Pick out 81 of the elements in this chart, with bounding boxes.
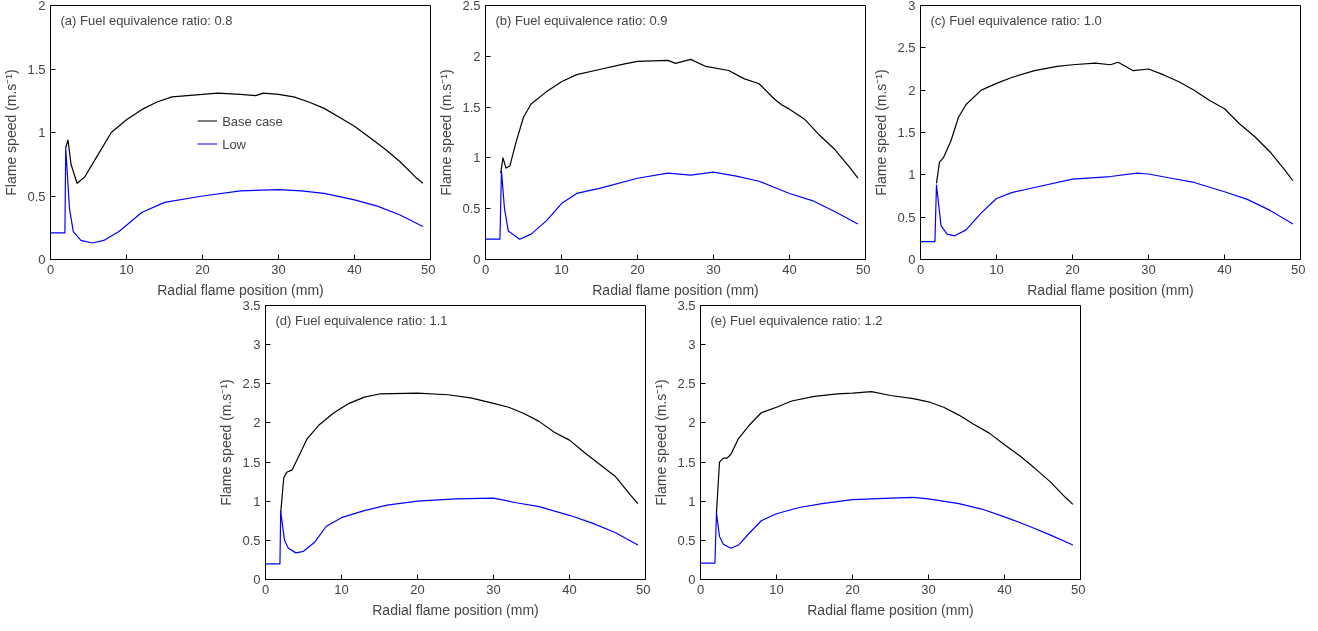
y-tick-label: 3 bbox=[253, 337, 261, 353]
x-axis-title: Radial flame position (mm) bbox=[1027, 281, 1194, 298]
y-tick-label: 1 bbox=[908, 167, 916, 183]
y-tick-label: 1 bbox=[38, 125, 46, 140]
x-tick-label: 40 bbox=[997, 581, 1012, 597]
x-tick-label: 20 bbox=[1065, 261, 1080, 277]
line-series bbox=[50, 147, 424, 244]
y-axis-title: Flame speed (m.s⁻¹) bbox=[653, 379, 670, 506]
y-tick-label: 2.5 bbox=[897, 40, 916, 56]
y-tick-label: 1 bbox=[253, 493, 261, 509]
x-tick-label: 50 bbox=[636, 581, 651, 597]
x-tick-label: 40 bbox=[347, 261, 362, 277]
y-tick-label: 0.5 bbox=[897, 209, 916, 225]
x-tick-label: 20 bbox=[630, 261, 645, 277]
x-tick-label: 50 bbox=[421, 261, 436, 277]
x-tick-label: 30 bbox=[271, 261, 286, 277]
x-tick-label: 20 bbox=[410, 581, 425, 597]
y-tick-label: 0.5 bbox=[677, 532, 696, 548]
x-tick-label: 10 bbox=[334, 581, 349, 597]
y-tick-label: 2.5 bbox=[242, 376, 261, 392]
y-tick-label: 3 bbox=[908, 0, 916, 13]
y-tick-label: 1.5 bbox=[462, 99, 481, 115]
x-tick-label: 10 bbox=[769, 581, 784, 597]
y-axis-title: Flame speed (m.s⁻¹) bbox=[438, 69, 455, 196]
x-tick-label: 50 bbox=[1291, 261, 1306, 277]
x-tick-label: 50 bbox=[1071, 581, 1086, 597]
x-tick-label: 40 bbox=[562, 581, 577, 597]
y-tick-label: 2 bbox=[473, 48, 481, 64]
y-tick-label: 2 bbox=[38, 0, 46, 13]
text: (a) Fuel equivalence ratio: 0.8 bbox=[60, 12, 233, 28]
x-tick-label: 50 bbox=[856, 261, 871, 277]
y-axis-title: Flame speed (m.s⁻¹) bbox=[218, 379, 235, 506]
x-axis-title: Radial flame position (mm) bbox=[592, 281, 759, 298]
x-tick-label: 10 bbox=[554, 261, 569, 277]
y-tick-label: 2.5 bbox=[462, 0, 481, 13]
y-tick-label: 3 bbox=[688, 337, 696, 353]
legend-label: Base case bbox=[222, 113, 283, 128]
x-tick-label: 10 bbox=[989, 261, 1004, 277]
x-tick-label: 30 bbox=[921, 581, 936, 597]
line-series bbox=[265, 497, 639, 565]
y-tick-label: 2 bbox=[253, 415, 261, 431]
x-tick-label: 20 bbox=[195, 261, 210, 277]
x-axis-title: Radial flame position (mm) bbox=[807, 601, 974, 618]
legend-label: Low bbox=[222, 136, 247, 151]
y-tick-label: 1 bbox=[688, 493, 696, 509]
line-series bbox=[485, 170, 859, 240]
x-tick-label: 30 bbox=[1141, 261, 1156, 277]
x-axis-title: Radial flame position (mm) bbox=[372, 601, 539, 618]
x-tick-label: 30 bbox=[706, 261, 721, 277]
x-tick-label: 10 bbox=[119, 261, 134, 277]
line-series bbox=[500, 58, 859, 179]
y-tick-label: 2 bbox=[688, 415, 696, 431]
line-series bbox=[920, 172, 1294, 243]
line-series bbox=[65, 92, 424, 184]
line-series bbox=[935, 61, 1294, 184]
y-tick-label: 1.5 bbox=[897, 125, 916, 140]
x-axis-title: Radial flame position (mm) bbox=[157, 281, 324, 298]
x-tick-label: 40 bbox=[1217, 261, 1232, 277]
y-tick-label: 1.5 bbox=[242, 454, 261, 470]
y-tick-label: 0.5 bbox=[462, 201, 481, 217]
y-tick-label: 3.5 bbox=[677, 298, 696, 313]
text: (c) Fuel equivalence ratio: 1.0 bbox=[930, 12, 1102, 28]
y-tick-label: 1 bbox=[473, 150, 481, 166]
line-series bbox=[715, 391, 1074, 514]
x-tick-label: 20 bbox=[845, 581, 860, 597]
y-tick-label: 1.5 bbox=[677, 454, 696, 470]
line-series bbox=[280, 392, 639, 514]
x-tick-label: 40 bbox=[782, 261, 797, 277]
y-tick-label: 1.5 bbox=[27, 61, 46, 77]
y-tick-label: 3.5 bbox=[242, 298, 261, 313]
y-axis-title: Flame speed (m.s⁻¹) bbox=[3, 69, 20, 196]
text: (b) Fuel equivalence ratio: 0.9 bbox=[495, 12, 668, 28]
y-tick-label: 0.5 bbox=[27, 188, 46, 204]
x-tick-label: 30 bbox=[486, 581, 501, 597]
y-tick-label: 2 bbox=[908, 82, 916, 98]
y-axis-title: Flame speed (m.s⁻¹) bbox=[873, 69, 890, 196]
text: (d) Fuel equivalence ratio: 1.1 bbox=[275, 312, 448, 328]
line-series bbox=[700, 496, 1074, 564]
text: (e) Fuel equivalence ratio: 1.2 bbox=[710, 312, 883, 328]
y-tick-label: 2.5 bbox=[677, 376, 696, 392]
y-tick-label: 0.5 bbox=[242, 532, 261, 548]
